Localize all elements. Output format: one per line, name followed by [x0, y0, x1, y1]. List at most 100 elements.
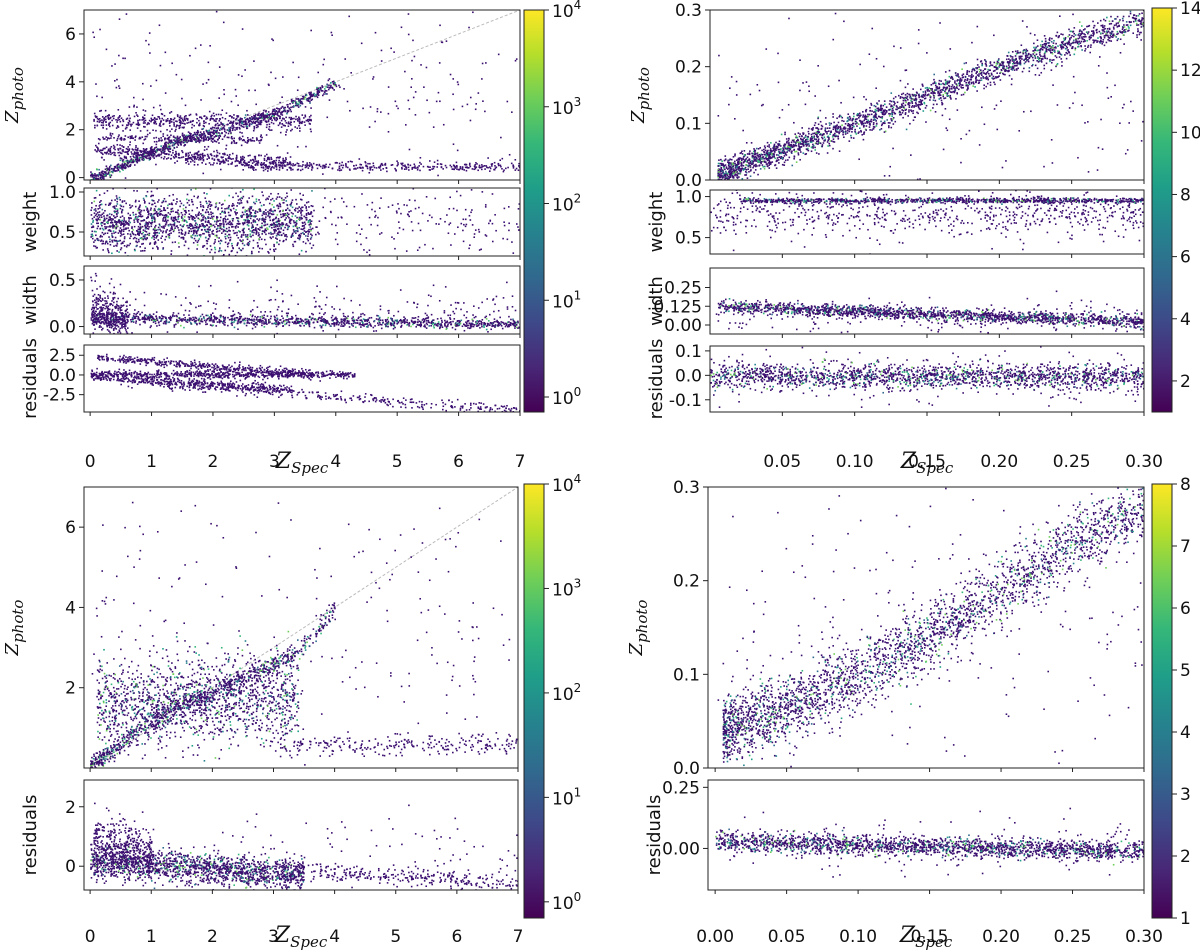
scatter-point	[134, 234, 137, 236]
scatter-point	[282, 213, 285, 215]
scatter-point	[260, 119, 263, 122]
scatter-point	[502, 237, 504, 240]
scatter-point	[123, 240, 125, 243]
scatter-point	[405, 250, 408, 252]
scatter-point	[112, 230, 115, 232]
scatter-point	[177, 144, 180, 146]
scatter-point	[397, 162, 399, 164]
scatter-point	[247, 236, 249, 239]
scatter-point	[202, 131, 205, 133]
scatter-point	[310, 169, 313, 171]
scatter-point	[363, 249, 365, 251]
scatter-point	[335, 224, 337, 227]
scatter-point	[237, 226, 239, 228]
scatter-point	[396, 211, 398, 214]
scatter-point	[132, 137, 134, 140]
scatter-point	[307, 221, 310, 224]
scatter-point	[372, 162, 375, 165]
scatter-point	[114, 165, 117, 168]
scatter-point	[98, 214, 100, 216]
scatter-point	[256, 218, 258, 220]
scatter-point	[281, 164, 284, 166]
scatter-point	[109, 121, 112, 124]
scatter-point	[133, 151, 136, 153]
scatter-point	[99, 173, 101, 176]
scatter-point	[298, 101, 301, 104]
scatter-point	[301, 102, 303, 104]
scatter-point	[155, 212, 157, 215]
scatter-point	[260, 238, 263, 241]
scatter-point	[91, 217, 94, 220]
scatter-point	[105, 136, 108, 138]
scatter-point	[177, 156, 180, 159]
scatter-point	[111, 221, 114, 224]
scatter-point	[511, 241, 513, 243]
scatter-point	[302, 98, 304, 100]
scatter-point	[255, 126, 258, 129]
scatter-point	[125, 118, 128, 120]
scatter-point	[308, 228, 310, 231]
scatter-point	[162, 247, 165, 249]
scatter-point	[270, 210, 273, 212]
scatter-point	[144, 234, 147, 236]
scatter-point	[118, 181, 120, 183]
scatter-point	[142, 150, 144, 152]
scatter-point	[111, 252, 113, 255]
scatter-point	[305, 212, 308, 215]
scatter-point	[109, 226, 112, 228]
scatter-point	[178, 127, 181, 130]
scatter-point	[90, 173, 93, 176]
scatter-point	[218, 132, 220, 134]
scatter-point	[224, 235, 226, 238]
y-tick-label: 4	[65, 73, 76, 93]
scatter-point	[209, 138, 211, 140]
scatter-point	[406, 319, 408, 321]
scatter-point	[96, 117, 99, 120]
scatter-point	[414, 199, 416, 202]
scatter-point	[386, 170, 388, 173]
scatter-point	[209, 119, 212, 121]
scatter-point	[219, 222, 222, 225]
scatter-point	[168, 203, 171, 205]
scatter-point	[310, 130, 312, 133]
scatter-point	[244, 164, 246, 167]
scatter-point	[469, 219, 472, 221]
scatter-point	[255, 229, 257, 232]
scatter-point	[331, 87, 334, 90]
scatter-point	[302, 241, 305, 243]
scatter-point	[135, 152, 138, 155]
scatter-point	[203, 224, 205, 227]
scatter-point	[245, 122, 247, 124]
scatter-point	[203, 125, 206, 128]
scatter-point	[265, 212, 267, 214]
scatter-point	[179, 124, 182, 127]
scatter-point	[316, 92, 319, 94]
scatter-point	[142, 219, 144, 222]
scatter-point	[265, 116, 267, 119]
scatter-point	[109, 221, 112, 224]
scatter-point	[163, 227, 166, 229]
scatter-point	[133, 189, 135, 192]
scatter-point	[216, 227, 219, 230]
scatter-point	[210, 128, 213, 130]
scatter-point	[420, 163, 422, 165]
scatter-point	[309, 226, 312, 228]
scatter-point	[178, 154, 180, 156]
scatter-point	[199, 153, 202, 156]
scatter-point	[111, 119, 113, 122]
scatter-point	[97, 175, 99, 177]
scatter-point	[116, 215, 118, 218]
scatter-point	[187, 152, 190, 155]
scatter-point	[458, 168, 461, 171]
scatter-point	[313, 209, 315, 212]
scatter-point	[311, 234, 313, 237]
scatter-point	[274, 109, 276, 112]
scatter-point	[292, 106, 294, 108]
scatter-point	[302, 232, 304, 234]
scatter-point	[411, 168, 414, 170]
scatter-point	[110, 137, 112, 139]
scatter-point	[95, 247, 98, 249]
scatter-point	[170, 216, 173, 219]
scatter-point	[148, 213, 150, 215]
scatter-point	[278, 159, 280, 162]
